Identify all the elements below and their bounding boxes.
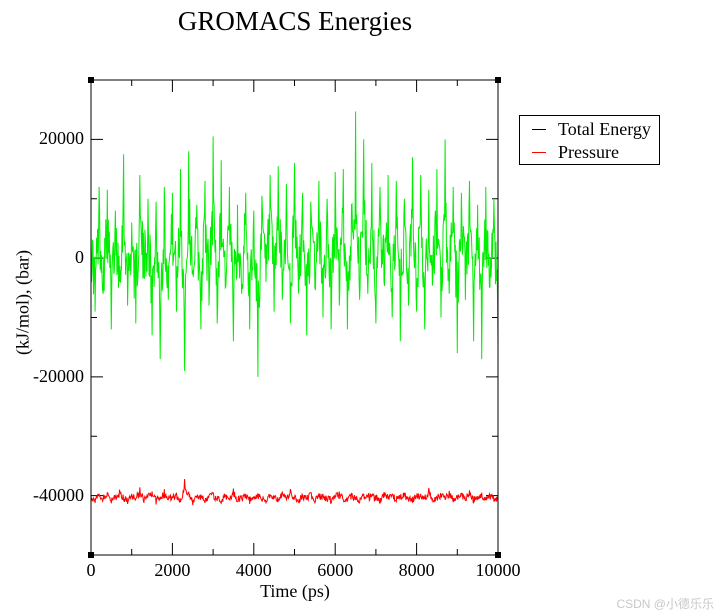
- y-axis-label: (kJ/mol), (bar): [12, 250, 33, 355]
- legend: Total Energy Pressure: [519, 115, 660, 165]
- legend-item-total-energy: Total Energy: [520, 118, 651, 140]
- chart-title: GROMACS Energies: [177, 6, 413, 36]
- x-tick-label: 8000: [398, 560, 435, 580]
- corner-handle-bl: [88, 552, 94, 558]
- pressure-line: [90, 478, 499, 506]
- legend-item-pressure: Pressure: [520, 141, 619, 163]
- legend-swatch-total-energy: [532, 128, 546, 130]
- x-tick-label: 0: [86, 560, 96, 580]
- x-tick-label: 6000: [317, 560, 354, 580]
- total-energy-line: [90, 111, 499, 377]
- x-tick-label: 2000: [154, 560, 191, 580]
- legend-swatch-pressure: [532, 151, 546, 153]
- x-tick-label: 10000: [475, 560, 521, 580]
- legend-label: Pressure: [558, 141, 619, 162]
- x-tick-label: 4000: [235, 560, 272, 580]
- corner-handle-br: [495, 552, 501, 558]
- x-axis-label: Time (ps): [260, 581, 330, 601]
- legend-label: Total Energy: [558, 118, 651, 139]
- plot-frame: [90, 79, 499, 556]
- y-tick-label: -20000: [33, 365, 84, 386]
- y-tick-label: 0: [75, 247, 84, 268]
- watermark: CSDN @小德乐乐: [616, 597, 714, 611]
- y-tick-label: 20000: [39, 128, 84, 149]
- y-tick-label: -40000: [33, 484, 84, 505]
- corner-handle-tl: [88, 77, 94, 83]
- corner-handle-tr: [495, 77, 501, 83]
